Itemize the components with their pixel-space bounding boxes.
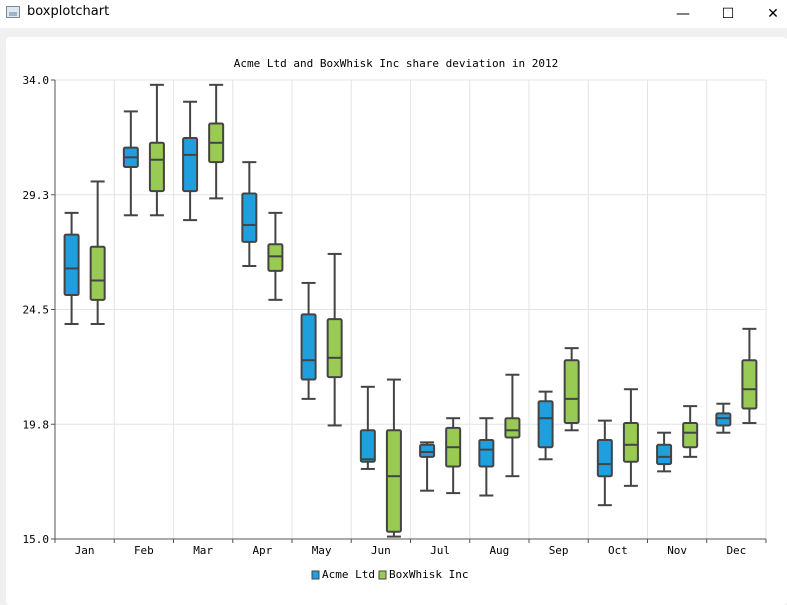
app-icon <box>6 6 20 18</box>
x-tick-label: Nov <box>667 544 687 557</box>
legend-marker <box>311 570 320 580</box>
y-tick-label: 29.3 <box>23 189 50 202</box>
y-tick-label: 15.0 <box>23 533 50 546</box>
box-body <box>326 318 343 379</box>
x-tick-label: Dec <box>726 544 746 557</box>
legend-label: BoxWhisk Inc <box>389 568 468 581</box>
y-tick-label: 24.5 <box>23 304 50 317</box>
box-body <box>148 141 165 193</box>
box-boxwhisk-inc-aug <box>504 373 521 478</box>
x-tick-label: Jan <box>75 544 95 557</box>
box-boxwhisk-inc-sep <box>563 347 580 432</box>
box-boxwhisk-inc-mar <box>208 83 225 200</box>
window-title: boxplotchart <box>27 4 110 19</box>
box-body <box>504 417 521 439</box>
box-acme-ltd-jun <box>359 385 376 470</box>
box-body <box>596 438 613 478</box>
box-body <box>563 359 580 425</box>
box-acme-ltd-apr <box>241 161 258 268</box>
box-body <box>715 412 732 427</box>
box-body <box>63 233 80 297</box>
box-body <box>656 443 673 466</box>
box-acme-ltd-may <box>300 281 317 400</box>
x-tick-label: Feb <box>134 544 154 557</box>
box-acme-ltd-jul <box>419 441 436 492</box>
legend: Acme Ltd BoxWhisk Inc <box>311 568 468 581</box>
box-body <box>385 429 402 533</box>
y-tick-label: 19.8 <box>23 418 50 431</box>
x-tick-label: Aug <box>489 544 509 557</box>
title-bar: boxplotchart — ☐ ✕ <box>0 0 787 28</box>
box-acme-ltd-oct <box>596 419 613 507</box>
x-tick-label: Jul <box>430 544 450 557</box>
close-button[interactable]: ✕ <box>767 6 779 22</box>
box-body <box>622 422 639 463</box>
x-tick-label: Mar <box>193 544 213 557</box>
boxplot-chart: Acme Ltd and BoxWhisk Inc share deviatio… <box>23 57 767 581</box>
box-acme-ltd-aug <box>478 417 495 497</box>
minimize-button[interactable]: — <box>676 6 690 22</box>
box-boxwhisk-inc-jun <box>385 378 402 538</box>
box-acme-ltd-sep <box>537 390 554 461</box>
box-body <box>419 443 436 458</box>
box-acme-ltd-mar <box>182 100 199 222</box>
legend-marker <box>378 570 387 580</box>
box-series <box>63 83 758 538</box>
y-tick-label: 34.0 <box>23 74 50 87</box>
box-acme-ltd-feb <box>122 110 139 217</box>
box-boxwhisk-inc-oct <box>622 388 639 487</box>
box-acme-ltd-dec <box>715 402 732 434</box>
box-body <box>267 243 284 272</box>
chart-area: Acme Ltd and BoxWhisk Inc share deviatio… <box>6 37 787 605</box>
box-body <box>478 438 495 468</box>
box-body <box>741 359 758 410</box>
axes: 15.0 19.8 24.5 29.3 34.0 Jan Feb Mar Apr May Jun Ju… <box>23 74 767 557</box>
box-body <box>682 422 699 449</box>
chart-title: Acme Ltd and BoxWhisk Inc share deviatio… <box>234 57 559 70</box>
box-body <box>359 429 376 463</box>
box-body <box>241 192 258 243</box>
box-body <box>182 136 199 193</box>
box-boxwhisk-inc-may <box>326 252 343 427</box>
maximize-button[interactable]: ☐ <box>721 6 735 22</box>
box-acme-ltd-jan <box>63 211 80 325</box>
box-boxwhisk-inc-jan <box>89 180 106 325</box>
gridlines <box>54 79 767 540</box>
box-boxwhisk-inc-jul <box>445 417 462 495</box>
box-boxwhisk-inc-feb <box>148 83 165 217</box>
box-body <box>300 313 317 381</box>
x-tick-label: Oct <box>608 544 628 557</box>
box-boxwhisk-inc-nov <box>682 405 699 458</box>
box-boxwhisk-inc-apr <box>267 211 284 301</box>
x-tick-label: Jun <box>371 544 391 557</box>
box-acme-ltd-nov <box>656 431 673 473</box>
x-tick-label: Apr <box>252 544 272 557</box>
x-tick-label: Sep <box>549 544 569 557</box>
legend-label: Acme Ltd <box>322 568 375 581</box>
box-body <box>537 400 554 449</box>
x-tick-label: May <box>312 544 332 557</box>
box-body <box>89 245 106 301</box>
box-boxwhisk-inc-dec <box>741 327 758 425</box>
